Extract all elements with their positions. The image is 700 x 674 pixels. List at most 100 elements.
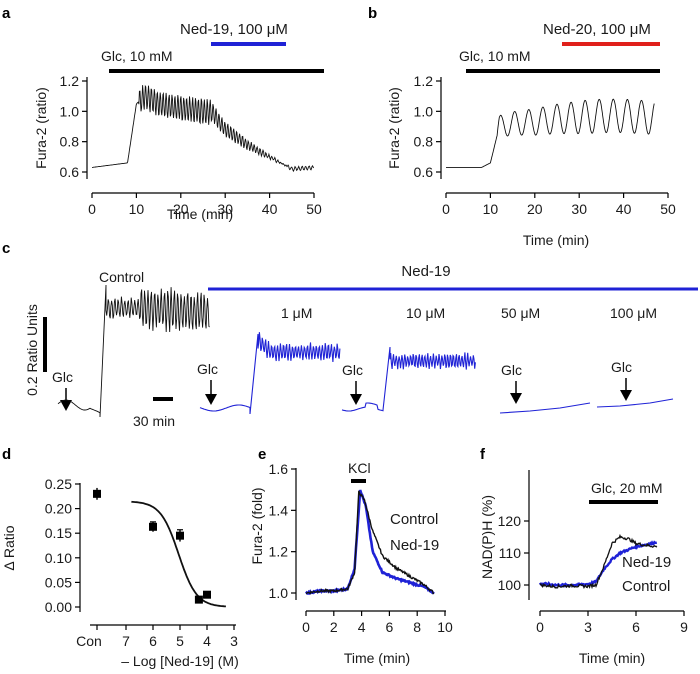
- glc-arrow-3: Glc: [501, 362, 522, 404]
- x-axis-d-tick-label: 6: [149, 633, 157, 649]
- glc-arrow-1: Glc: [197, 361, 218, 405]
- x-axis-label-a: Time (min): [167, 206, 233, 222]
- x-axis-f-tick-label: 0: [536, 619, 544, 635]
- glc-arrow-2: Glc: [342, 362, 363, 405]
- drug-label-b: Ned-20, 100 μM: [543, 21, 651, 38]
- y-axis-b-tick-label: 1.2: [414, 73, 434, 89]
- drug-label-a: Ned-19, 100 μM: [180, 21, 288, 38]
- y-axis-d-tick-label: 0.00: [45, 599, 72, 615]
- x-axis-b-tick-label: 50: [660, 201, 676, 217]
- y-axis-e-tick-label: 1.2: [269, 544, 289, 560]
- glc-label-a: Glc, 10 mM: [101, 48, 173, 64]
- data-point: [194, 595, 203, 604]
- y-axis-d-tick-label: 0.20: [45, 501, 72, 517]
- y-axis-a-tick-label: 0.6: [60, 164, 80, 180]
- x-axis-b-tick-label: 20: [527, 201, 543, 217]
- y-axis-e-tick-label: 1.4: [269, 502, 289, 518]
- ned19-label-c: Ned-19: [401, 263, 450, 280]
- x-axis-e-tick-label: 10: [437, 619, 453, 635]
- x-axis-e-tick-label: 8: [413, 619, 421, 635]
- x-axis-a-tick-label: 30: [217, 201, 233, 217]
- glc-label-b: Glc, 10 mM: [459, 48, 531, 64]
- x-axis-a-tick-label: 40: [262, 201, 278, 217]
- con-label: Con: [76, 633, 102, 649]
- glc-arrow-label: Glc: [501, 362, 522, 378]
- trace-c-50uM: [499, 402, 591, 414]
- x-axis-e-tick-label: 2: [330, 619, 338, 635]
- y-axis-e-tick-label: 1.0: [269, 585, 289, 601]
- x-axis-a-tick-label: 20: [173, 201, 189, 217]
- y-axis-f-tick-label: 120: [498, 513, 522, 529]
- x-axis-a-tick-label: 10: [129, 201, 145, 217]
- x-axis-b-tick-label: 40: [616, 201, 632, 217]
- panel-label-e: e: [258, 446, 266, 463]
- y-axis-f-tick-label: 110: [499, 545, 522, 561]
- dose-label-4: 100 μM: [610, 305, 657, 321]
- dose-label-1: 1 μM: [281, 305, 312, 321]
- x-axis-b-tick-label: 0: [442, 201, 450, 217]
- y-axis-f-tick-label: 100: [498, 577, 522, 593]
- x-axis-d-tick-label: 5: [176, 633, 184, 649]
- panel-label-d: d: [2, 446, 11, 463]
- y-axis-label-d: Δ Ratio: [1, 525, 17, 570]
- glc-arrow-label: Glc: [52, 369, 73, 385]
- panel-a: a Ned-19, 100 μM Glc, 10 mM 0.6 0.8 1.0 1.2…: [2, 5, 324, 222]
- data-point: [176, 531, 184, 540]
- x-axis-label-f: Time (min): [579, 650, 645, 666]
- data-point: [149, 522, 157, 531]
- legend-control-f: Control: [622, 578, 670, 595]
- legend-ned19-f: Ned-19: [622, 554, 671, 571]
- y-axis-b-tick-label: 0.6: [414, 164, 434, 180]
- legend-ned19-e: Ned-19: [390, 537, 439, 554]
- trace-c-10uM: [341, 346, 476, 412]
- trace-f-control: [539, 533, 658, 590]
- y-axis-a-tick-label: 0.8: [60, 134, 80, 150]
- y-axis-e-tick-label: 1.6: [269, 461, 289, 477]
- panel-f: f Glc, 20 mM 100 110 120 0 3 6 9 Time (min) N…: [479, 446, 688, 666]
- y-axis-d-tick-label: 0.10: [45, 550, 72, 566]
- trace-c-control: [57, 284, 210, 418]
- y-axis-d-tick-label: 0.15: [45, 525, 72, 541]
- panel-e: e KCl 1.0 1.2 1.4 1.6 0 2 4 6 8 10 Time (min) Fu…: [249, 446, 453, 666]
- y-axis-a-tick-label: 1.0: [60, 103, 80, 119]
- control-label: Control: [99, 269, 144, 285]
- panel-label-b: b: [368, 5, 377, 22]
- y-axis-label-e: Fura-2 (fold): [249, 487, 265, 564]
- glc-arrow-4: Glc: [611, 359, 632, 401]
- trace-c-100uM: [596, 398, 674, 408]
- hill-fit-curve: [131, 500, 226, 608]
- x-axis-b-tick-label: 10: [483, 201, 499, 217]
- y-axis-label-f: NAD(P)H (%): [479, 495, 495, 579]
- x-axis-b-tick-label: 30: [571, 201, 587, 217]
- trace-b: [446, 98, 655, 168]
- x-axis-f-tick-label: 3: [584, 619, 592, 635]
- glc-label-f: Glc, 20 mM: [591, 480, 663, 496]
- panel-d: d 0.00 0.05 0.10 0.15 0.20 0.25 7 6 5 4 3 Con – L…: [1, 446, 239, 669]
- trace-e-control: [305, 490, 435, 595]
- glc-arrow-label: Glc: [342, 362, 363, 378]
- x-axis-e-tick-label: 6: [386, 619, 394, 635]
- panel-c: c Control Ned-19 0.2 Ratio Units 30 min …: [2, 240, 698, 429]
- data-point-con: [93, 489, 101, 498]
- y-axis-label-a: Fura-2 (ratio): [33, 87, 49, 169]
- data-point: [203, 590, 211, 599]
- x-axis-a-tick-label: 0: [88, 201, 96, 217]
- x-axis-d-tick-label: 3: [230, 633, 238, 649]
- y-axis-a-tick-label: 1.2: [60, 73, 80, 89]
- x-axis-f-tick-label: 9: [680, 619, 688, 635]
- trace-a: [92, 84, 315, 173]
- y-axis-b-tick-label: 1.0: [414, 103, 434, 119]
- y-axis-b-tick-label: 0.8: [414, 134, 434, 150]
- glc-arrow-label: Glc: [611, 359, 632, 375]
- legend-control-e: Control: [390, 511, 438, 528]
- dose-label-3: 50 μM: [501, 305, 540, 321]
- panel-label-f: f: [480, 446, 486, 463]
- trace-c-1uM: [199, 332, 341, 415]
- x-axis-label-b: Time (min): [523, 232, 589, 248]
- glc-arrow-label: Glc: [197, 361, 218, 377]
- panel-b: b Ned-20, 100 μM Glc, 10 mM 0.6 0.8 1.0 1.2…: [368, 5, 676, 248]
- x-axis-f-tick-label: 6: [632, 619, 640, 635]
- x-axis-e-tick-label: 0: [302, 619, 310, 635]
- y-axis-label-b: Fura-2 (ratio): [386, 87, 402, 169]
